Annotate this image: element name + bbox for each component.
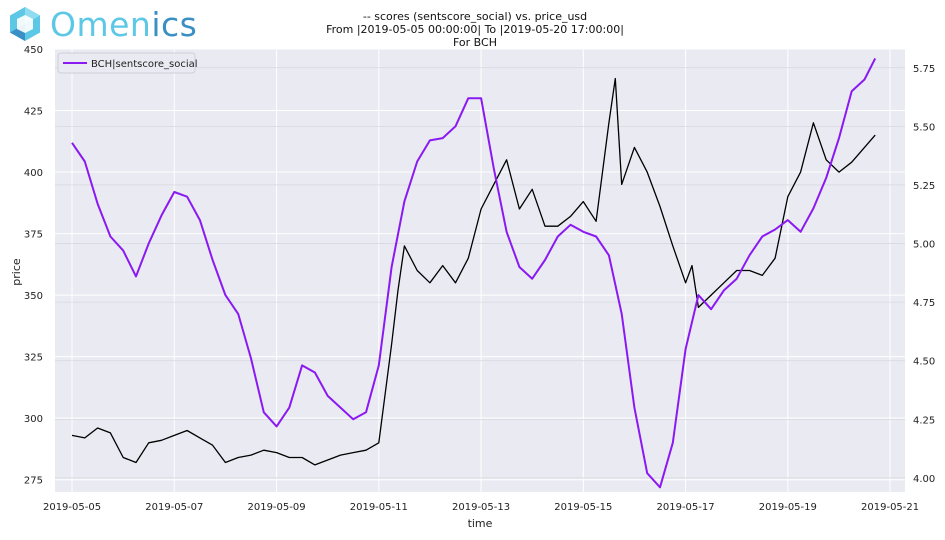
title-line-3: For BCH: [453, 36, 497, 49]
left-y-tick-label: 275: [24, 476, 43, 487]
x-axis-label: time: [468, 517, 493, 530]
plot-area: [55, 49, 905, 492]
right-y-axis-ticks: 4.00 4.25 4.50 4.75 5.00 5.25 5.50 5.75: [913, 64, 935, 485]
right-y-tick-label: 4.25: [913, 415, 935, 426]
left-y-tick-label: 350: [24, 291, 43, 302]
x-tick-label: 2019-05-07: [145, 502, 203, 513]
x-tick-label: 2019-05-21: [861, 502, 919, 513]
sentscore-social-line: [71, 57, 877, 489]
brand-name: Omenics: [50, 4, 198, 44]
right-y-tick-label: 5.75: [913, 64, 935, 75]
legend-label-sentscore: BCH|sentscore_social: [91, 59, 198, 70]
legend-box: [57, 52, 196, 74]
legend: BCH|sentscore_social: [57, 52, 198, 74]
left-y-tick-label: 400: [24, 168, 43, 179]
left-y-axis-ticks: 275 300 325 350 375 400 425 450: [24, 45, 43, 487]
x-tick-label: 2019-05-11: [350, 502, 408, 513]
logo-hexagon-icon: [10, 7, 40, 41]
x-tick-label: 2019-05-09: [247, 502, 305, 513]
x-tick-label: 2019-05-17: [657, 502, 715, 513]
right-y-tick-label: 5.25: [913, 181, 935, 192]
right-y-tick-label: 5.00: [913, 240, 935, 251]
left-y-tick-label: 325: [24, 353, 43, 364]
gridlines: [55, 48, 905, 492]
x-tick-label: 2019-05-05: [43, 502, 101, 513]
left-y-tick-label: 450: [24, 45, 43, 56]
series-layer: [71, 57, 877, 489]
y-axis-label: price: [10, 258, 23, 286]
left-y-tick-label: 300: [24, 414, 43, 425]
x-tick-label: 2019-05-13: [452, 502, 510, 513]
price-usd-line: [71, 77, 876, 466]
x-axis-ticks: 2019-05-05 2019-05-07 2019-05-09 2019-05-11…: [43, 502, 919, 513]
left-y-tick-label: 425: [24, 107, 43, 118]
x-tick-label: 2019-05-19: [759, 502, 817, 513]
right-y-tick-label: 4.50: [913, 357, 935, 368]
brand-logo: Omenics: [6, 4, 197, 44]
title-line-1: -- scores (sentscore_social) vs. price_u…: [363, 10, 587, 23]
x-tick-label: 2019-05-15: [554, 502, 612, 513]
right-y-tick-label: 5.50: [913, 122, 935, 133]
chart-title: -- scores (sentscore_social) vs. price_u…: [326, 10, 624, 49]
right-y-tick-label: 4.75: [913, 298, 935, 309]
right-y-tick-label: 4.00: [913, 474, 935, 485]
title-line-2: From |2019-05-05 00:00:00| To |2019-05-2…: [326, 23, 624, 36]
left-y-tick-label: 375: [24, 230, 43, 241]
